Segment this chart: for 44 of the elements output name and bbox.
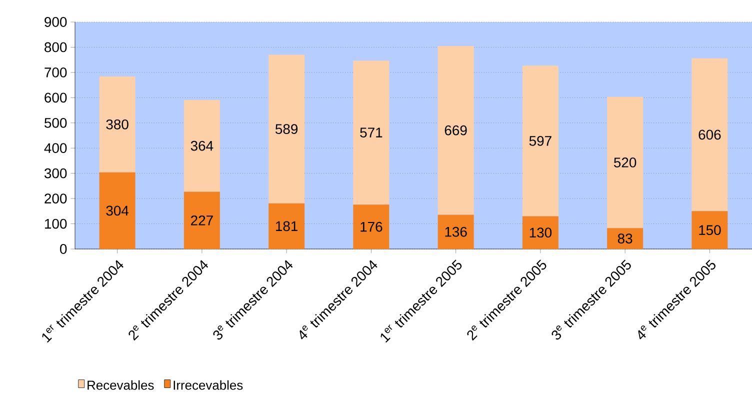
- data-label: 380: [106, 119, 128, 130]
- data-label: 130: [530, 228, 552, 238]
- y-tick-label: 900: [44, 17, 67, 27]
- bar: [692, 58, 728, 212]
- bar: [99, 76, 136, 172]
- y-tick-label: 800: [44, 42, 67, 52]
- data-label: 520: [614, 158, 636, 168]
- data-label: 304: [106, 206, 129, 216]
- data-label: 364: [190, 140, 214, 151]
- bar: [438, 46, 474, 215]
- data-label: 669: [444, 125, 467, 136]
- bar: [607, 96, 644, 228]
- data-label: 571: [360, 128, 382, 138]
- y-tick-label: 300: [44, 168, 67, 178]
- data-label: 176: [360, 222, 382, 232]
- bar: [99, 172, 136, 249]
- data-label: 150: [699, 225, 721, 236]
- y-tick-label: 400: [44, 143, 67, 154]
- bar: [692, 211, 728, 249]
- y-tick-label: 100: [45, 218, 67, 229]
- bar: [607, 228, 644, 249]
- y-tick-label: 0: [60, 244, 67, 254]
- bar: [268, 203, 305, 249]
- y-tick-label: 500: [44, 118, 67, 128]
- data-label: 83: [618, 234, 632, 244]
- bar: [353, 60, 390, 205]
- data-label: 606: [698, 130, 721, 140]
- data-label: 227: [191, 215, 213, 226]
- bar: [184, 100, 220, 192]
- data-label: 136: [445, 226, 467, 237]
- bar: [353, 204, 390, 249]
- data-label: 589: [275, 124, 298, 134]
- bar: [522, 66, 558, 216]
- data-label: 181: [276, 221, 298, 232]
- legend-label: Irrecevables: [174, 380, 243, 390]
- bar: [438, 214, 474, 249]
- bar: [184, 192, 220, 249]
- bar: [522, 216, 558, 249]
- legend-label: Recevables: [88, 380, 154, 390]
- y-tick-label: 200: [44, 194, 67, 204]
- y-tick-label: 600: [44, 92, 67, 103]
- data-label: 597: [529, 136, 552, 146]
- bar: [268, 54, 305, 204]
- y-tick-label: 700: [44, 68, 67, 78]
